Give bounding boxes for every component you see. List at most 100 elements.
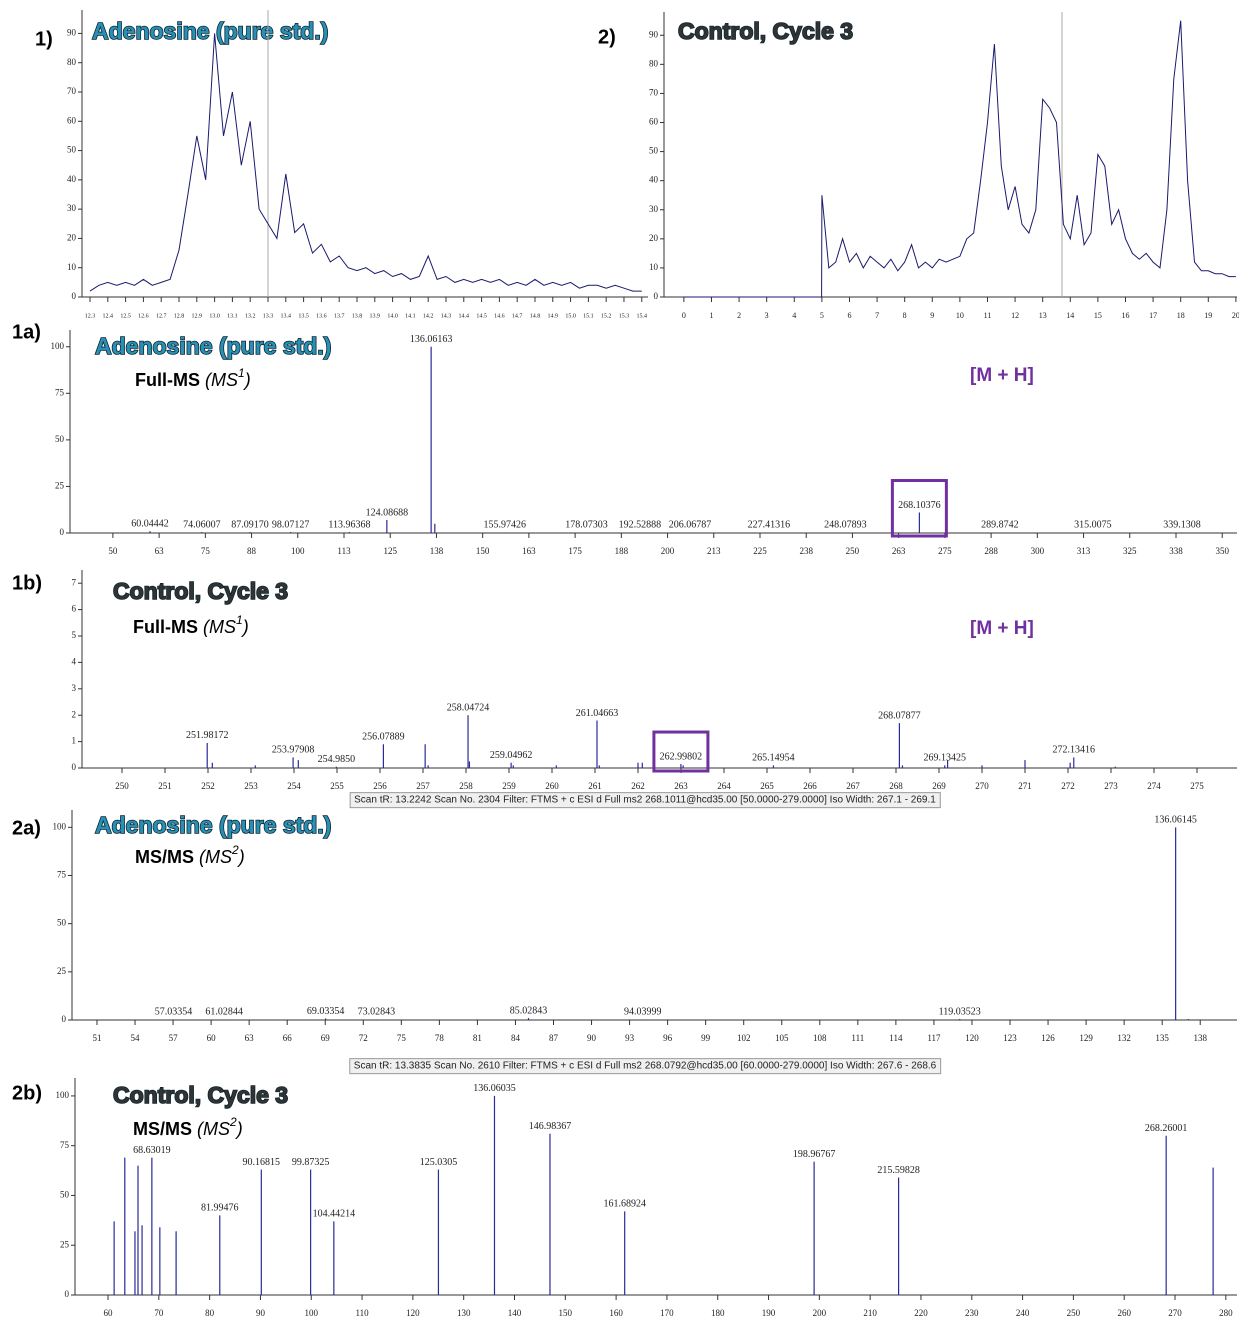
x-tick-label: 260 <box>545 781 559 791</box>
x-tick-label: 2 <box>737 311 741 320</box>
highlight-box <box>652 730 710 773</box>
x-tick-label: 15.1 <box>583 313 594 319</box>
peak-label: 73.02843 <box>358 1007 396 1018</box>
y-tick-label: 4 <box>72 656 77 666</box>
y-tick-label: 50 <box>649 146 659 156</box>
y-tick-label: 30 <box>649 204 659 214</box>
x-tick-label: 111 <box>851 1033 864 1043</box>
x-tick-label: 60 <box>104 1308 114 1318</box>
peak-label: 339.1308 <box>1163 520 1201 531</box>
subtitle-close: ) <box>243 370 251 390</box>
y-tick-label: 75 <box>60 1140 70 1150</box>
x-tick-label: 264 <box>717 781 731 791</box>
peak-label: 69.03354 <box>307 1006 345 1017</box>
x-tick-label: 120 <box>965 1033 979 1043</box>
x-tick-label: 160 <box>609 1308 623 1318</box>
x-tick-label: 238 <box>799 546 813 556</box>
x-tick-label: 14.5 <box>476 313 487 319</box>
peak-label: 61.02844 <box>205 1007 243 1018</box>
x-tick-label: 13 <box>1039 311 1047 320</box>
x-tick-label: 80 <box>205 1308 215 1318</box>
y-tick-label: 90 <box>649 29 659 39</box>
x-tick-label: 9 <box>930 311 934 320</box>
x-tick-label: 13.8 <box>352 313 363 319</box>
x-tick-label: 270 <box>975 781 989 791</box>
x-tick-label: 87 <box>549 1033 559 1043</box>
y-tick-label: 0 <box>60 527 65 537</box>
x-tick-label: 90 <box>587 1033 597 1043</box>
x-tick-label: 200 <box>813 1308 827 1318</box>
y-tick-label: 75 <box>55 387 65 397</box>
x-tick-label: 150 <box>476 546 490 556</box>
x-tick-label: 100 <box>305 1308 319 1318</box>
x-tick-label: 12.9 <box>192 313 203 319</box>
x-tick-label: 108 <box>813 1033 827 1043</box>
subtitle-close: ) <box>241 617 249 637</box>
x-tick-label: 63 <box>245 1033 255 1043</box>
x-tick-label: 110 <box>355 1308 369 1318</box>
x-tick-label: 271 <box>1018 781 1032 791</box>
peak-label: 161.68924 <box>603 1199 646 1210</box>
x-tick-label: 57 <box>169 1033 179 1043</box>
x-tick-label: 12.8 <box>174 313 185 319</box>
x-tick-label: 63 <box>155 546 165 556</box>
x-tick-label: 11 <box>984 311 992 320</box>
x-tick-label: 126 <box>1041 1033 1055 1043</box>
subtitle-text: Full-MS <box>133 617 198 637</box>
peak-label: 94.03999 <box>624 1007 662 1018</box>
peak-label: 248.07893 <box>824 520 867 531</box>
peak-label: 90.16815 <box>243 1157 281 1168</box>
x-tick-label: 120 <box>406 1308 420 1318</box>
subtitle-level: (MS <box>205 370 238 390</box>
x-tick-label: 7 <box>875 311 879 320</box>
x-tick-label: 13.2 <box>245 313 256 319</box>
y-tick-label: 90 <box>67 27 77 37</box>
y-tick-label: 40 <box>67 174 77 184</box>
y-tick-label: 25 <box>57 966 67 976</box>
y-tick-label: 80 <box>67 57 77 67</box>
x-tick-label: 15.0 <box>565 313 576 319</box>
x-tick-label: 256 <box>373 781 387 791</box>
chart-title: Control, Cycle 3 <box>678 18 853 44</box>
peak-label: 99.87325 <box>292 1157 330 1168</box>
x-tick-label: 132 <box>1117 1033 1131 1043</box>
x-tick-label: 269 <box>932 781 946 791</box>
x-tick-label: 8 <box>903 311 907 320</box>
y-tick-label: 6 <box>72 604 77 614</box>
highlight-box <box>890 479 948 538</box>
x-tick-label: 188 <box>615 546 629 556</box>
y-tick-label: 50 <box>67 145 77 155</box>
x-tick-label: 125 <box>383 546 397 556</box>
panel-label: 2a) <box>12 817 41 839</box>
peak-label: 60.04442 <box>131 518 169 529</box>
x-tick-label: 60 <box>207 1033 217 1043</box>
x-tick-label: 175 <box>568 546 582 556</box>
x-tick-label: 213 <box>707 546 721 556</box>
subtitle-level: (MS <box>203 617 236 637</box>
x-tick-label: 275 <box>938 546 952 556</box>
x-tick-label: 5 <box>820 311 824 320</box>
y-tick-label: 40 <box>649 175 659 185</box>
x-tick-label: 260 <box>1117 1308 1131 1318</box>
y-tick-label: 100 <box>56 1090 70 1100</box>
x-tick-label: 100 <box>291 546 305 556</box>
subtitle: MS/MS (MS2) <box>135 843 245 867</box>
subtitle-text: MS/MS <box>133 1119 192 1139</box>
x-tick-label: 66 <box>283 1033 293 1043</box>
y-tick-label: 20 <box>67 232 77 242</box>
x-tick-label: 262 <box>631 781 645 791</box>
x-tick-label: 350 <box>1215 546 1229 556</box>
chart-title: Control, Cycle 3 <box>113 578 288 604</box>
peak-label: 192.52888 <box>619 520 662 531</box>
x-tick-label: 12.4 <box>103 313 114 319</box>
y-tick-label: 5 <box>72 630 77 640</box>
subtitle-sup: 1 <box>238 366 245 380</box>
x-tick-label: 12.6 <box>138 313 149 319</box>
scan-header-box <box>349 1058 942 1075</box>
subtitle-sup: 1 <box>236 613 243 627</box>
y-tick-label: 100 <box>53 821 67 831</box>
chart-title: Adenosine (pure std.) <box>95 812 331 838</box>
y-tick-label: 3 <box>72 683 77 693</box>
x-tick-label: 13.0 <box>209 313 220 319</box>
x-tick-label: 13.1 <box>227 313 238 319</box>
